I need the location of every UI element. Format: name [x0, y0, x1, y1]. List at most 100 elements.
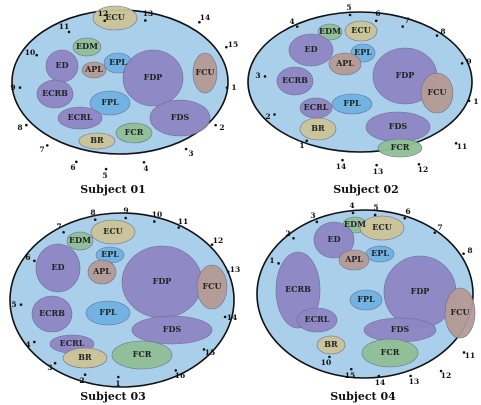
electrode-point	[433, 231, 436, 234]
electrode-number: 11	[465, 351, 475, 360]
electrode-number: 2	[79, 376, 84, 385]
muscle-label: ED	[51, 262, 64, 272]
muscle-label: FCR	[391, 142, 410, 152]
muscle-label: APL	[92, 266, 111, 276]
electrode-point	[461, 62, 464, 65]
electrode-number: 10	[25, 48, 35, 57]
muscle-label: FCU	[195, 67, 214, 77]
muscle-label: FCR	[133, 349, 152, 359]
electrode-number: 14	[200, 13, 210, 22]
electrode-point	[33, 260, 36, 263]
muscle-label: ECU	[372, 222, 391, 232]
muscle-label: ECRL	[304, 102, 329, 112]
electrode-number: 6	[25, 253, 30, 262]
electrode-number: 14	[336, 162, 346, 171]
electrode-point	[33, 341, 36, 344]
electrode-point	[375, 19, 378, 22]
electrode-number: 1	[231, 83, 236, 92]
electrode-point	[19, 86, 22, 89]
muscle-label: FDP	[144, 72, 163, 82]
electrode-point	[305, 140, 308, 143]
electrode-number: 6	[375, 9, 380, 18]
electrode-point	[468, 100, 471, 103]
muscle-label: FCU	[450, 307, 469, 317]
electrode-number: 9	[466, 57, 471, 66]
electrode-number: 3	[47, 363, 52, 372]
electrode-point	[62, 231, 65, 234]
muscle-label: ECU	[351, 25, 370, 35]
electrode-number: 4	[349, 201, 354, 210]
muscle-label: FDP	[153, 276, 172, 286]
electrode-number: 5	[373, 203, 378, 212]
muscle-label: FPL	[99, 307, 117, 317]
page: {"panels": [ {"caption": "Subject 01", "…	[0, 0, 481, 405]
electrode-point	[20, 303, 23, 306]
panel-caption: Subject 02	[333, 183, 399, 196]
electrode-number: 11	[457, 142, 467, 151]
electrode-point	[264, 75, 267, 78]
muscle-label: FCU	[202, 281, 221, 291]
electrode-number: 15	[205, 348, 215, 357]
electrode-point	[349, 14, 352, 17]
electrode-point	[144, 19, 147, 22]
electrode-number: 13	[409, 377, 419, 386]
electrode-point	[94, 218, 97, 221]
electrode-point	[214, 124, 217, 127]
muscle-label: FCR	[381, 347, 400, 357]
electrode-number: 11	[59, 22, 69, 31]
electrode-point	[401, 25, 404, 28]
electrode-number: 12	[98, 9, 108, 18]
electrode-number: 6	[70, 163, 75, 172]
electrode-number: 13	[230, 265, 240, 274]
electrode-number: 5	[11, 300, 16, 309]
electrode-point	[46, 144, 49, 147]
muscle-label: FCR	[125, 127, 144, 137]
cross-section-panel: EDMECUEDEPLAPLECRBFDPFPLFCUECRLFDSBRFCR4…	[257, 201, 475, 403]
electrode-point	[316, 221, 319, 224]
muscle-label: ED	[304, 44, 317, 54]
muscle-label: APL	[84, 64, 103, 74]
electrode-point	[177, 226, 180, 229]
muscle-label: EPL	[354, 47, 372, 57]
electrode-number: 14	[227, 313, 237, 322]
electrode-point	[292, 237, 295, 240]
muscle-label: FCU	[427, 87, 446, 97]
muscle-label: ECRL	[60, 338, 85, 348]
cross-section-panel: EDMECUEPLEDAPLFDPFCUECRBFPLECRLFDSBRFCR7…	[10, 206, 240, 403]
electrode-number: 7	[56, 222, 61, 231]
electrode-point	[296, 25, 299, 28]
electrode-point	[226, 86, 229, 89]
electrode-number: 8	[440, 27, 445, 36]
muscle-label: FDS	[163, 324, 182, 334]
panel-caption: Subject 03	[80, 390, 146, 403]
electrode-number: 2	[219, 123, 224, 132]
electrode-point	[105, 168, 108, 171]
electrode-point	[25, 124, 28, 127]
electrode-point	[103, 19, 106, 22]
electrode-number: 4	[143, 164, 148, 173]
electrode-point	[35, 54, 38, 57]
muscle-label: FDS	[389, 121, 408, 131]
muscle-label: BR	[90, 135, 104, 145]
muscle-label: FDP	[396, 70, 415, 80]
muscle-label: EDM	[76, 41, 98, 51]
electrode-number: 5	[346, 3, 351, 12]
electrode-point	[273, 113, 276, 116]
muscle-label: ECRL	[68, 112, 93, 122]
electrode-number: 8	[90, 208, 95, 217]
electrode-number: 13	[143, 9, 153, 18]
electrode-point	[277, 262, 280, 265]
electrode-number: 7	[404, 16, 409, 25]
panel-caption: Subject 01	[80, 183, 146, 196]
electrode-number: 4	[289, 17, 294, 26]
electrode-number: 2	[265, 112, 270, 121]
electrode-number: 5	[102, 171, 107, 180]
electrode-number: 1	[299, 141, 304, 150]
muscle-label: FPL	[101, 97, 119, 107]
muscle-label: EPL	[371, 248, 389, 258]
muscle-label: ECRB	[282, 75, 308, 85]
muscle-label: ECRB	[42, 88, 68, 98]
muscle-label: EDM	[319, 26, 341, 36]
